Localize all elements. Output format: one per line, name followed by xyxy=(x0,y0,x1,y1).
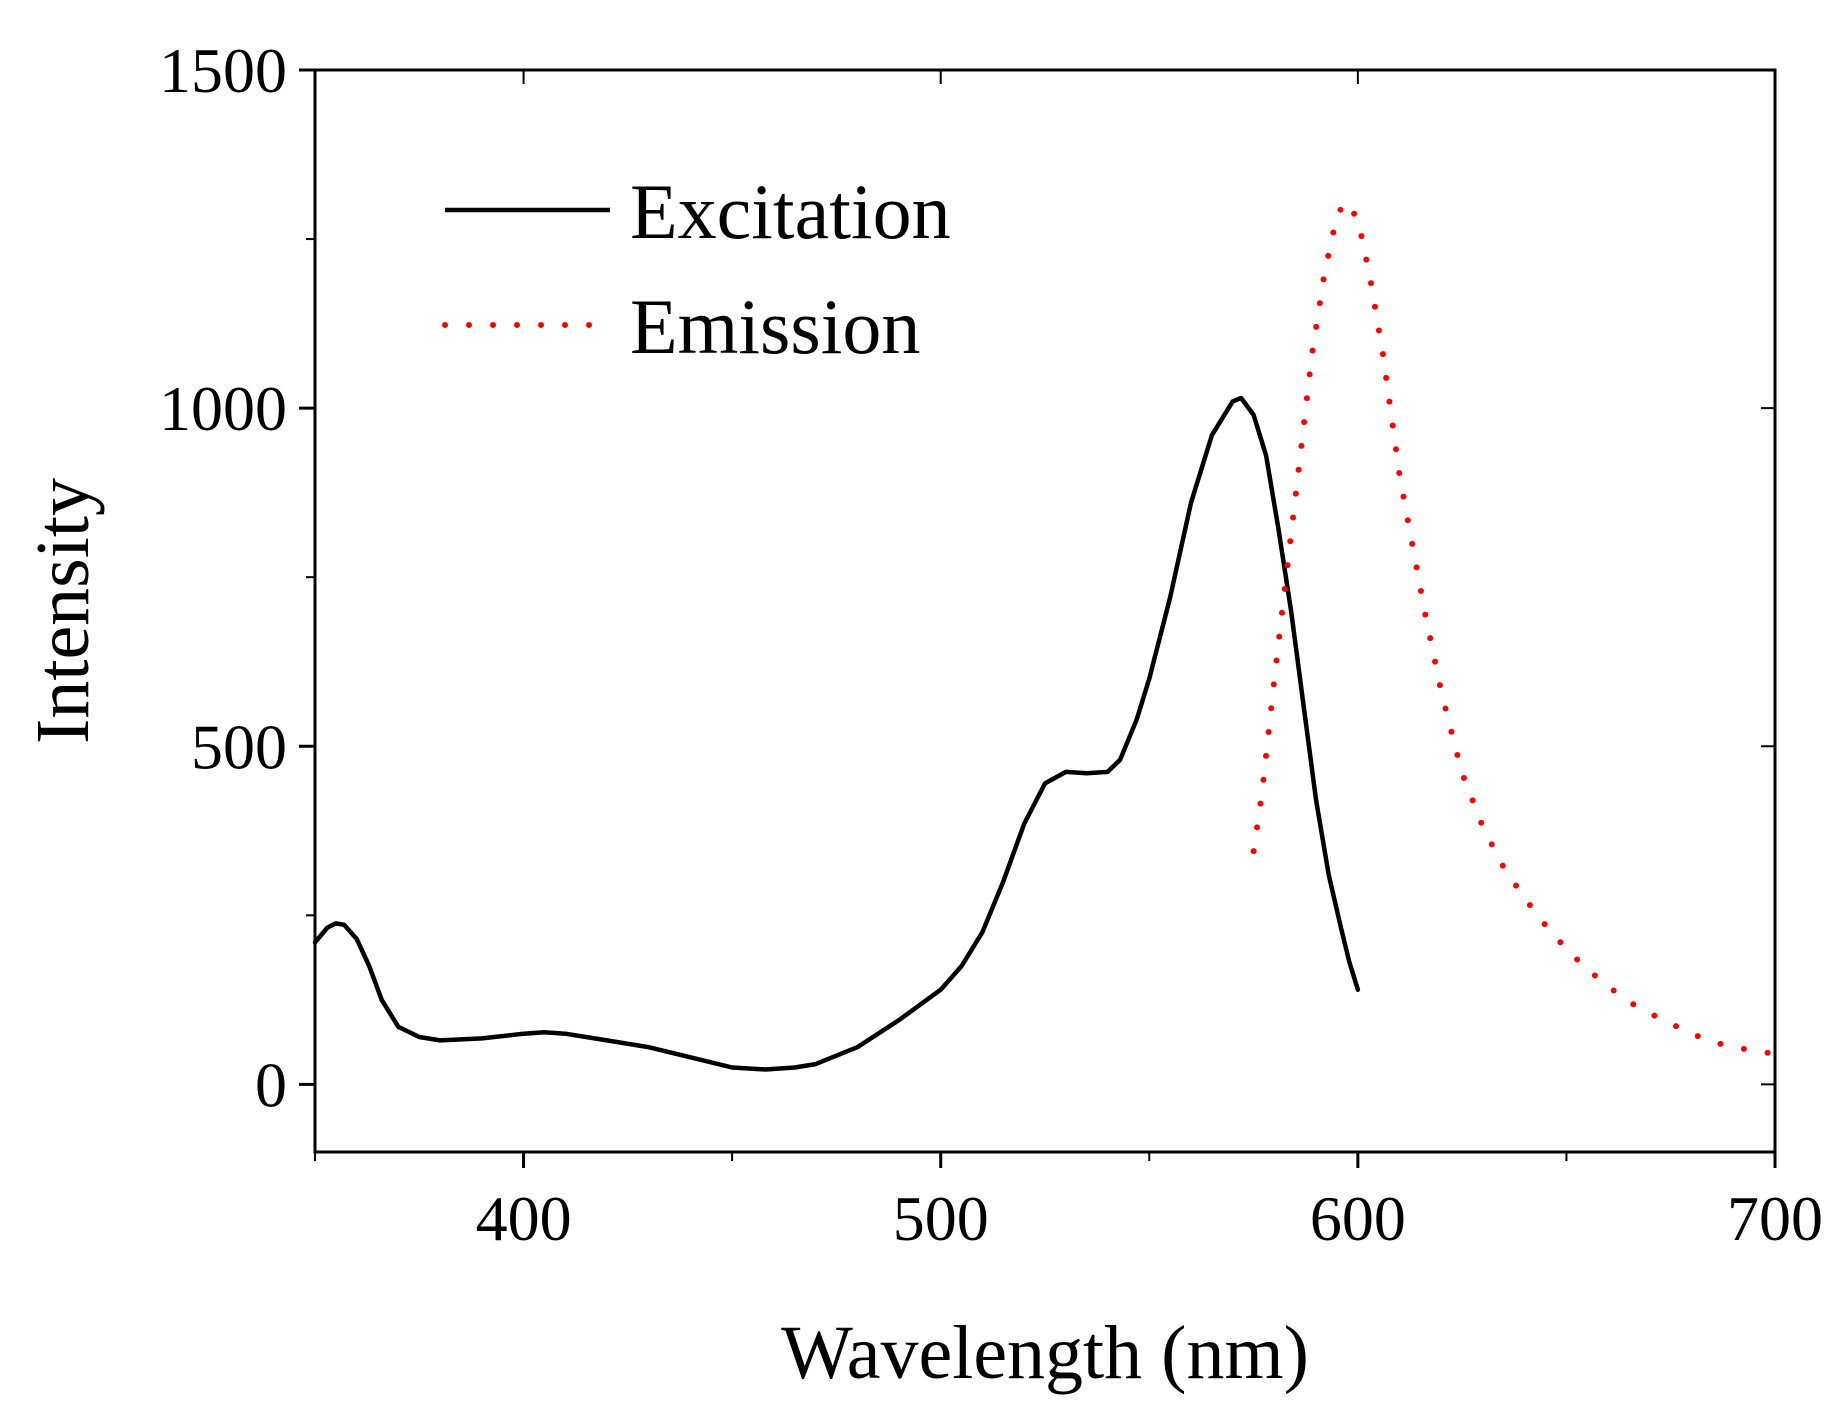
y-axis-ticks: 0 500 1000 1500 xyxy=(159,35,1775,1120)
x-tick-label: 400 xyxy=(476,1183,572,1254)
plot-frame xyxy=(313,68,1777,1154)
x-axis-ticks: 400 500 600 700 xyxy=(314,70,1823,1254)
x-tick-label: 700 xyxy=(1727,1183,1823,1254)
y-tick-label: 1000 xyxy=(159,373,287,444)
series-line-excitation xyxy=(312,395,1361,1072)
y-tick-label: 500 xyxy=(191,711,287,782)
legend: Excitation Emission xyxy=(442,168,951,370)
y-tick-label: 1500 xyxy=(159,35,287,106)
y-tick-label: 0 xyxy=(255,1049,287,1120)
legend-label-emission: Emission xyxy=(630,283,920,370)
x-tick-label: 600 xyxy=(1310,1183,1406,1254)
series-line-emission xyxy=(1250,198,1778,1057)
y-axis-title: Intensity xyxy=(21,478,105,744)
legend-label-excitation: Excitation xyxy=(630,168,951,255)
x-tick-label: 500 xyxy=(893,1183,989,1254)
series-layer xyxy=(312,198,1778,1072)
plot-border xyxy=(313,68,1777,1154)
x-axis-title: Wavelength (nm) xyxy=(781,1311,1309,1395)
